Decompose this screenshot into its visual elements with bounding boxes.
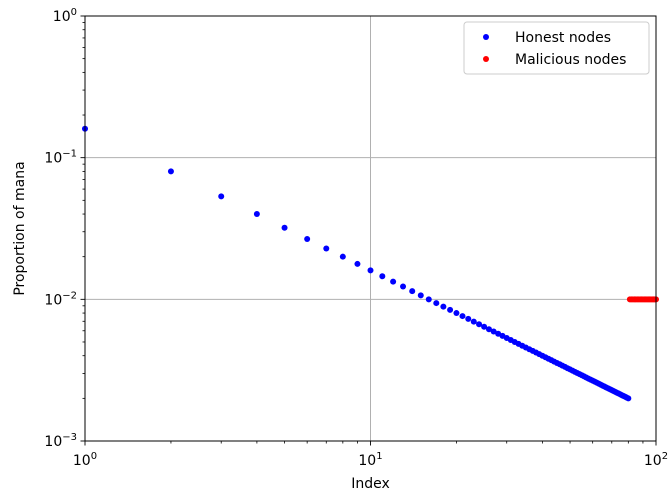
data-point: [459, 313, 466, 320]
legend-marker: [483, 34, 489, 40]
data-point: [625, 395, 632, 402]
data-point: [167, 168, 174, 175]
data-point: [465, 315, 472, 322]
data-point: [304, 235, 311, 242]
x-tick-label: 102: [644, 451, 668, 469]
data-point: [379, 273, 386, 280]
data-point: [253, 211, 260, 218]
legend: Honest nodes Malicious nodes: [463, 21, 650, 75]
data-point: [417, 292, 424, 299]
data-point: [476, 321, 483, 328]
data-point: [485, 326, 492, 333]
y-axis-label: Proportion of mana: [12, 161, 28, 295]
data-point: [281, 224, 288, 231]
legend-label: Honest nodes: [515, 30, 611, 46]
data-point: [409, 288, 416, 295]
legend-marker: [483, 56, 489, 62]
y-tick-label: 10−2: [44, 290, 77, 308]
data-point: [490, 328, 497, 335]
legend-box: [463, 21, 650, 75]
y-tick-label: 100: [53, 7, 77, 25]
data-point: [339, 253, 346, 260]
data-point: [354, 260, 361, 267]
data-point: [440, 303, 447, 310]
x-tick-label: 101: [358, 451, 382, 469]
data-point: [400, 283, 407, 290]
y-tick-label: 10−1: [44, 149, 77, 167]
data-point: [433, 300, 440, 307]
data-point: [470, 318, 477, 325]
x-tick-label: 100: [73, 451, 97, 469]
legend-label: Malicious nodes: [515, 52, 626, 68]
data-point: [481, 323, 488, 330]
x-axis-label: Index: [351, 476, 390, 492]
x-axis-ticks: 100 101 102: [73, 441, 668, 469]
y-axis-ticks: 10−3 10−2 10−1 100: [44, 7, 85, 450]
data-point: [447, 306, 454, 313]
data-points: [82, 125, 659, 402]
data-point: [390, 278, 397, 285]
y-tick-label: 10−3: [44, 432, 77, 450]
data-point: [218, 193, 225, 200]
data-point: [323, 245, 330, 252]
data-point: [453, 310, 460, 317]
data-point: [425, 296, 432, 303]
data-point: [367, 267, 374, 274]
